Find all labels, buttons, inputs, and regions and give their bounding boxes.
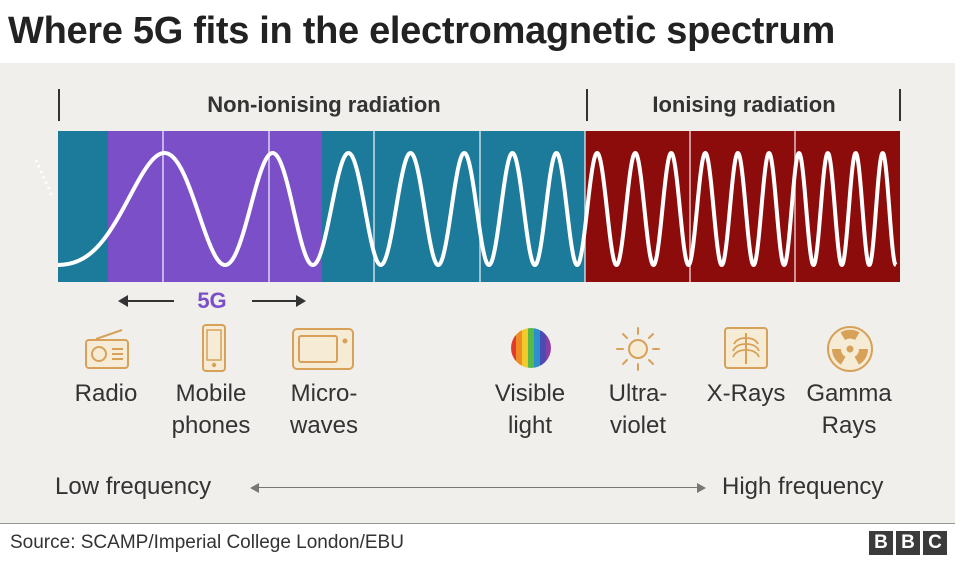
- logo-letter-1: B: [869, 531, 893, 555]
- frequency-arrow: [250, 483, 706, 493]
- category-label-visible-light: Visible light: [494, 380, 566, 439]
- bbc-logo: B B C: [869, 531, 947, 555]
- footer-divider: [0, 523, 955, 524]
- wave: [56, 151, 898, 267]
- microwave-icon: [292, 328, 354, 370]
- radio-icon: [85, 329, 129, 369]
- sun-icon: [616, 327, 660, 371]
- xray-icon: [724, 327, 768, 369]
- category-label-xrays: X-Rays: [706, 380, 786, 407]
- non-ionising-label: Non-ionising radiation: [207, 92, 441, 117]
- divider-tick-middle: [586, 89, 588, 121]
- logo-letter-3: C: [923, 531, 947, 555]
- divider-tick-right: [899, 89, 901, 121]
- divider-tick-left: [58, 89, 60, 121]
- chart-title: Where 5G fits in the electromagnetic spe…: [8, 10, 835, 52]
- fiveg-left-arrow: [118, 295, 174, 307]
- logo-letter-2: B: [896, 531, 920, 555]
- fiveg-right-arrow: [252, 295, 306, 307]
- ionising-label: Ionising radiation: [652, 92, 836, 117]
- low-frequency-label: Low frequency: [55, 473, 212, 500]
- category-label-gamma-rays: Gamma Rays: [806, 380, 892, 439]
- high-frequency-label: High frequency: [722, 473, 884, 500]
- category-label-ultraviolet: Ultra- violet: [608, 380, 668, 439]
- category-label-radio: Radio: [74, 380, 138, 407]
- source-text: Source: SCAMP/Imperial College London/EB…: [10, 532, 404, 553]
- wave-lead-in: [34, 159, 54, 197]
- category-label-microwaves: Micro- waves: [289, 380, 359, 439]
- visible-light-icon: [511, 328, 551, 368]
- radiation-icon: [827, 326, 873, 372]
- mobile-phone-icon: [202, 324, 226, 372]
- category-label-mobile-phones: Mobile phones: [171, 380, 251, 439]
- fiveg-label: 5G: [197, 288, 227, 313]
